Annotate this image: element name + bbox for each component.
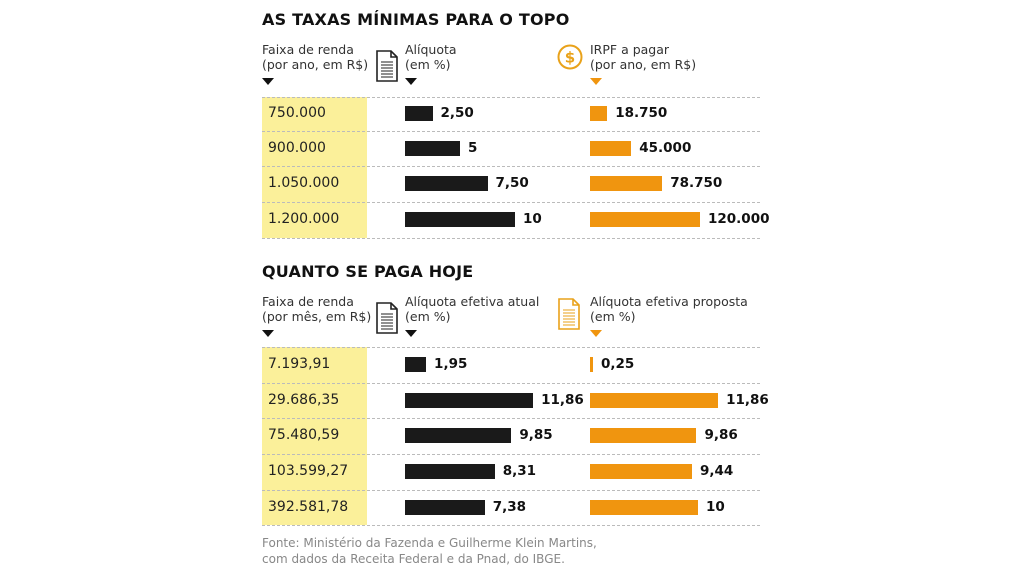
row-divider (262, 418, 760, 419)
orange-bar (590, 499, 698, 515)
row-divider (262, 238, 760, 239)
header-line: Alíquota efetiva atual (405, 294, 540, 309)
bar-value-label: 45.000 (639, 139, 692, 156)
row-divider (262, 490, 760, 491)
orange-bar (590, 428, 697, 443)
bar-value-label: 1,95 (434, 356, 468, 372)
orange-bar (590, 392, 719, 408)
black-bar (405, 464, 495, 479)
black-bar (405, 392, 534, 408)
bar-value-label: 11,86 (541, 391, 584, 408)
row-divider (262, 131, 760, 132)
column-header-col2: Alíquota (em %) (405, 42, 457, 72)
bar-value-label: 9,85 (519, 427, 553, 443)
orange-bar (590, 464, 692, 479)
source-line: com dados da Receita Federal e da Pnad, … (262, 552, 565, 566)
header-line: (por ano, em R$) (262, 57, 369, 72)
svg-text:$: $ (565, 49, 575, 67)
row-divider (262, 347, 760, 348)
bar-value-label: 7,50 (495, 175, 529, 191)
black-bar (405, 212, 515, 227)
row-divider (262, 202, 760, 203)
bar-value-label: 2,50 (440, 105, 474, 121)
black-bar (405, 499, 485, 515)
down-triangle-icon (590, 78, 602, 85)
header-line: Alíquota efetiva proposta (590, 294, 748, 309)
income-bracket: 103.599,27 (268, 463, 349, 479)
row-divider (262, 383, 760, 384)
bar-value-label: 10 (706, 498, 725, 515)
orange-bar (590, 176, 663, 191)
black-bar (405, 106, 433, 121)
income-bracket: 1.200.000 (268, 211, 340, 227)
header-line: (em %) (590, 309, 636, 324)
down-triangle-icon (590, 330, 602, 337)
income-bracket: 7.193,91 (268, 356, 331, 372)
column-header-col1: Faixa de renda (por ano, em R$) (262, 42, 368, 72)
column-header-col3: IRPF a pagar (por ano, em R$) (590, 42, 696, 72)
column-header-col3: Alíquota efetiva proposta (em %) (590, 294, 748, 324)
black-bar (405, 176, 488, 191)
header-line: Faixa de renda (262, 294, 354, 309)
orange-bar (590, 357, 593, 372)
header-line: (por mês, em R$) (262, 309, 372, 324)
source-line: Fonte: Ministério da Fazenda e Guilherme… (262, 536, 597, 550)
header-line: Alíquota (405, 42, 457, 57)
black-bar (405, 428, 512, 443)
bar-value-label: 10 (523, 211, 542, 227)
bar-value-label: 120.000 (708, 211, 770, 227)
black-bar (405, 140, 460, 156)
down-triangle-icon (262, 78, 274, 85)
header-line: (em %) (405, 309, 451, 324)
income-bracket: 392.581,78 (268, 498, 349, 515)
row-divider (262, 525, 760, 526)
header-line: Faixa de renda (262, 42, 354, 57)
bar-value-label: 0,25 (601, 356, 635, 372)
row-divider (262, 454, 760, 455)
black-bar (405, 357, 427, 372)
header-line: (por ano, em R$) (590, 57, 697, 72)
income-column-highlight (262, 97, 367, 238)
income-bracket: 1.050.000 (268, 175, 340, 191)
income-column-highlight (262, 347, 367, 525)
down-triangle-icon (262, 330, 274, 337)
bar-value-label: 5 (468, 139, 478, 156)
orange-bar (590, 140, 632, 156)
orange-bar (590, 106, 608, 121)
header-line: IRPF a pagar (590, 42, 670, 57)
row-divider (262, 97, 760, 98)
bar-value-label: 9,86 (704, 427, 738, 443)
orange-bar (590, 212, 700, 227)
document-icon (375, 50, 399, 86)
bar-value-label: 7,38 (492, 498, 527, 515)
bar-value-label: 78.750 (670, 175, 723, 191)
row-divider (262, 166, 760, 167)
bar-value-label: 18.750 (615, 105, 668, 121)
income-bracket: 75.480,59 (268, 427, 340, 443)
document-icon (375, 302, 399, 338)
bar-value-label: 9,44 (699, 463, 734, 479)
header-line: (em %) (405, 57, 451, 72)
section-title-1: AS TAXAS MÍNIMAS PARA O TOPO (262, 10, 570, 29)
income-bracket: 900.000 (268, 139, 326, 156)
bar-value-label: 8,31 (502, 463, 537, 479)
document-orange-icon (557, 298, 581, 334)
income-bracket: 750.000 (268, 105, 326, 121)
income-bracket: 29.686,35 (268, 391, 340, 408)
down-triangle-icon (405, 78, 417, 85)
column-header-col1: Faixa de renda (por mês, em R$) (262, 294, 371, 324)
section-title-2: QUANTO SE PAGA HOJE (262, 262, 474, 281)
column-header-col2: Alíquota efetiva atual (em %) (405, 294, 539, 324)
down-triangle-icon (405, 330, 417, 337)
bar-value-label: 11,86 (726, 391, 769, 408)
dollar-coin-icon: $ (557, 44, 583, 74)
source-note: Fonte: Ministério da Fazenda e Guilherme… (262, 535, 597, 567)
